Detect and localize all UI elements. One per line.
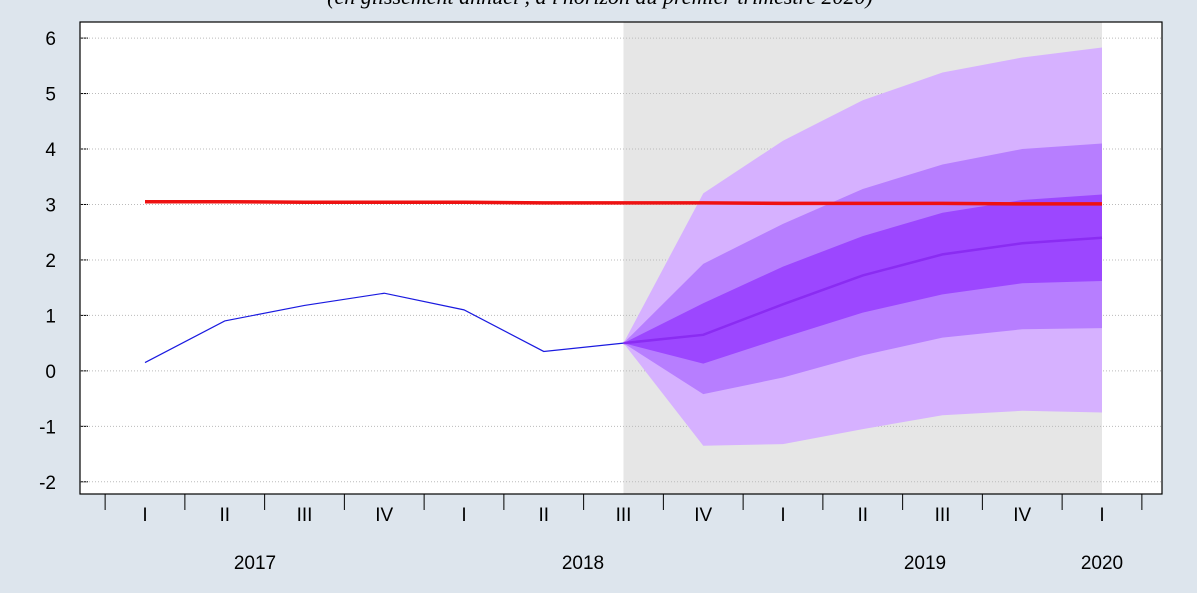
y-tick-label: 4 [45, 140, 56, 161]
chart-subtitle: (en glissement annuel , à l'horizon du p… [327, 0, 873, 9]
plot-border [79, 21, 1163, 495]
series-line [623, 236, 1103, 345]
series-line [144, 292, 624, 364]
x-tick-label: III [935, 505, 951, 526]
x-tick-label: I [142, 505, 147, 526]
y-tick-label: -2 [39, 473, 56, 494]
x-tick-label: II [219, 505, 230, 526]
y-tick-label: 5 [45, 85, 56, 106]
x-tick-label: II [857, 505, 868, 526]
x-tick-label: I [461, 505, 466, 526]
y-tick-label: 6 [45, 29, 56, 50]
y-tick-label: 1 [45, 306, 56, 327]
y-tick-label: 0 [45, 362, 56, 383]
x-tick-label: III [297, 505, 313, 526]
y-tick-label: 3 [45, 195, 56, 216]
year-label: 2019 [904, 553, 946, 574]
x-tick-label: IV [375, 505, 393, 526]
x-tick-label: II [538, 505, 549, 526]
series-line [145, 199, 1102, 206]
y-tick-label: -1 [39, 417, 56, 438]
year-label: 2018 [562, 553, 604, 574]
x-tick-label: I [1099, 505, 1104, 526]
x-tick-label: I [780, 505, 785, 526]
fan-band [623, 194, 1102, 364]
year-label: 2020 [1081, 553, 1123, 574]
y-tick-label: 2 [45, 251, 56, 272]
x-tick-label: III [616, 505, 632, 526]
year-label: 2017 [234, 553, 276, 574]
x-tick-label: IV [694, 505, 712, 526]
x-tick-label: IV [1013, 505, 1031, 526]
